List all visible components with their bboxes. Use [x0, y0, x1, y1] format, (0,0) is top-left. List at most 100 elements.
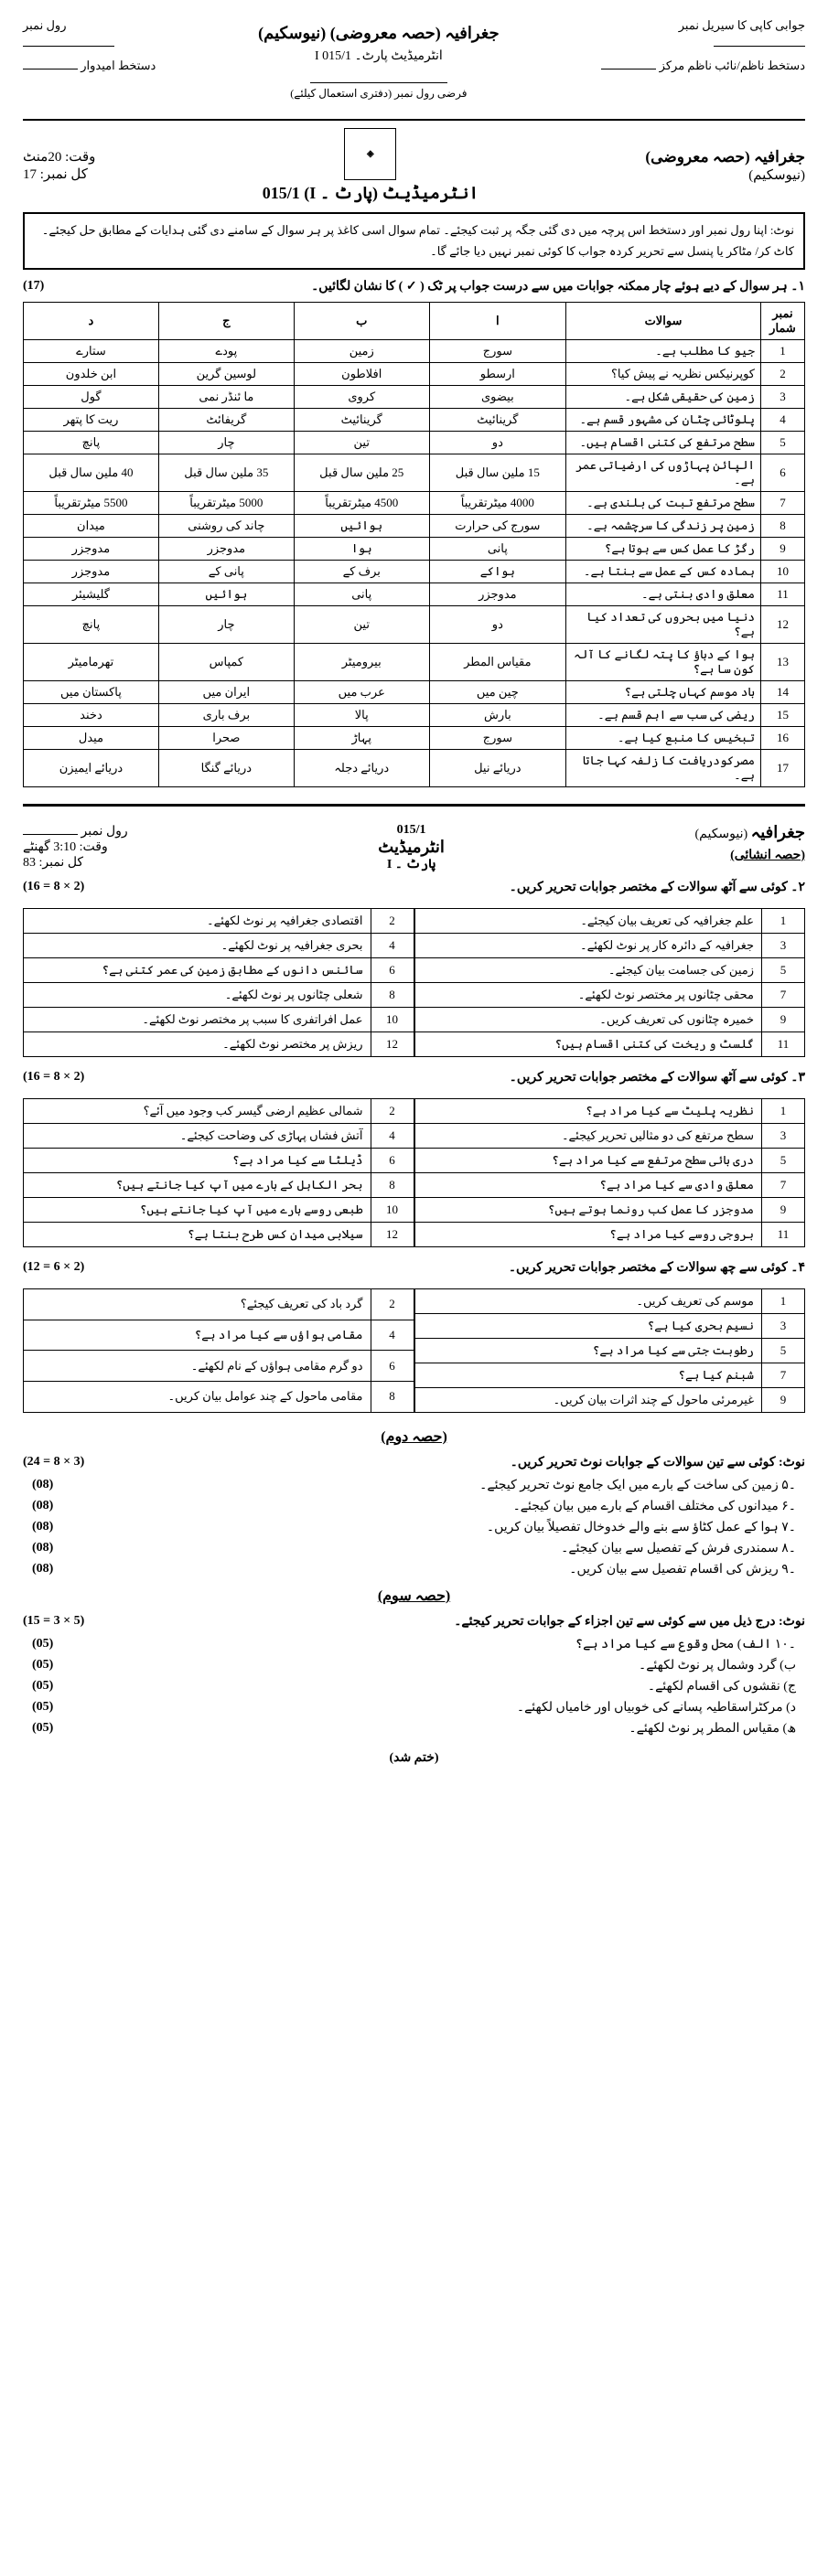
mcq-cell: مدوجزر — [429, 583, 565, 605]
lq-text: ھ) مقیاس المطر پر نوٹ لکھئے۔ — [629, 1721, 796, 1737]
q1-text: ۱۔ ہر سوال کے دیے ہوئے چار ممکنہ جوابات … — [311, 279, 805, 294]
qnum: 9 — [762, 1007, 805, 1031]
mcq-cell: گریفائٹ — [158, 408, 294, 431]
qtext: جغرافیہ کے دائرہ کار پر نوٹ لکھئے۔ — [414, 933, 762, 957]
mcq-cell: گول — [24, 385, 159, 408]
qtext: بحر الکاہل کے بارے میں آپ کیا جانتے ہیں؟ — [24, 1172, 371, 1197]
mcq-cell: لوسین گرین — [158, 362, 294, 385]
mcq-cell: دریائے ایمیزن — [24, 749, 159, 786]
qtext: آتش فشاں پہاڑی کی وضاحت کیجئے۔ — [24, 1123, 371, 1148]
mcq-cell: 12 — [761, 605, 805, 643]
mcq-cell: 14 — [761, 680, 805, 703]
mcq-cell: ریت کا پتھر — [24, 408, 159, 431]
mcq-cell: معلق وادی بنتی ہے۔ — [566, 583, 761, 605]
qtext: معلق وادی سے کیا مراد ہے؟ — [414, 1172, 762, 1197]
lq-marks: (08) — [32, 1499, 53, 1514]
mcq-cell: دریائے نیل — [429, 749, 565, 786]
qtext: محقی چٹانوں پر مختصر نوٹ لکھئے۔ — [414, 982, 762, 1007]
qnum: 8 — [371, 982, 414, 1007]
qtext: عمل افراتفری کا سبب پر مختصر نوٹ لکھئے۔ — [24, 1007, 371, 1031]
qnum: 5 — [762, 957, 805, 982]
mcq-cell: ہوائیں — [158, 583, 294, 605]
lq-marks: (05) — [32, 1700, 53, 1716]
lq-text: ۔۱۰ الف) محل وقوع سے کیا مراد ہے؟ — [575, 1637, 796, 1652]
qtext: مقامی ماحول کے چند عوامل بیان کریں۔ — [24, 1382, 371, 1413]
lq-marks: (05) — [32, 1721, 53, 1737]
qnum: 7 — [762, 982, 805, 1007]
qtext: سائنس دانوں کے مطابق زمین کی عمر کتنی ہے… — [24, 957, 371, 982]
qtext: نسیم بحری کیا ہے؟ — [414, 1313, 762, 1338]
mcq-cell: پانی کے — [158, 560, 294, 583]
qtext: اقتصادی جغرافیہ پر نوٹ لکھئے۔ — [24, 908, 371, 933]
mcq-cell: پانچ — [24, 605, 159, 643]
mcq-cell: 3 — [761, 385, 805, 408]
lq-text: ۔۹ ریزش کی اقسام تفصیل سے بیان کریں۔ — [569, 1562, 796, 1577]
qtext: ڈیلٹا سے کیا مراد ہے؟ — [24, 1148, 371, 1172]
mcq-cell: 25 ملین سال قبل — [294, 454, 429, 491]
qnum: 12 — [371, 1222, 414, 1246]
part3-title: (حصہ سوم) — [23, 1587, 805, 1605]
qtext: گلسٹ و ریخت کی کتنی اقسام ہیں؟ — [414, 1031, 762, 1056]
q4m: (12 = 6 × 2) — [23, 1260, 84, 1276]
lq-text: ب) گرد وشمال پر نوٹ لکھئے۔ — [639, 1658, 796, 1673]
mcq-cell: ما ئنڈر نمی — [158, 385, 294, 408]
mcq-cell: سطح مرتفع تبت کی بلندی ہے۔ — [566, 491, 761, 514]
mcq-cell: برف کے — [294, 560, 429, 583]
mcq-cell: 9 — [761, 537, 805, 560]
mcq-cell: تین — [294, 605, 429, 643]
mcq-cell: 35 ملین سال قبل — [158, 454, 294, 491]
mcq-cell: 5 — [761, 431, 805, 454]
mcq-cell: ابن خلدون — [24, 362, 159, 385]
qtext: سیلابی میدان کس طرح بنتا ہے؟ — [24, 1222, 371, 1246]
part2-title: (حصہ دوم) — [23, 1427, 805, 1446]
n2: نوٹ: درج ذیل میں سے کوئی سے تین اجزاء کے… — [454, 1614, 805, 1630]
mcq-cell: ہوا کے دباؤ کا پتہ لگانے کا آلہ کون سا ہ… — [566, 643, 761, 680]
qtext: زمین کی جسامت بیان کیجئے۔ — [414, 957, 762, 982]
mcq-cell: مصرکودریافت کا زلفہ کہا جاتا ہے۔ — [566, 749, 761, 786]
mcq-cell: ایران میں — [158, 680, 294, 703]
mcq-cell: الپائن پہاڑوں کی ارضیاتی عمر ہے۔ — [566, 454, 761, 491]
n1: نوٹ: کوئی سے تین سوالات کے جوابات نوٹ تح… — [511, 1455, 805, 1470]
qnum: 9 — [762, 1197, 805, 1222]
mcq-cell: چار — [158, 605, 294, 643]
mcq-cell: بارش — [429, 703, 565, 726]
qtext: مدوجزر کا عمل کب رونما ہوتے ہیں؟ — [414, 1197, 762, 1222]
hdr-left: رول نمبر دستخط امیدوار — [23, 18, 156, 101]
qnum: 7 — [762, 1363, 805, 1387]
mcq-cell: 5000 میٹرتقریباً — [158, 491, 294, 514]
mcq-cell: رگڑ کا عمل کس سے ہوتا ہے؟ — [566, 537, 761, 560]
qnum: 3 — [762, 1123, 805, 1148]
mcq-cell: تبخیس کا منبع کیا ہے۔ — [566, 726, 761, 749]
mcq-cell: چاند کی روشنی — [158, 514, 294, 537]
mcq-cell: پانچ — [24, 431, 159, 454]
mcq-cell: گرینائیٹ — [429, 408, 565, 431]
mcq-cell: 4 — [761, 408, 805, 431]
mcq-cell: ہوا — [294, 537, 429, 560]
n2m: (15 = 3 × 5) — [23, 1614, 84, 1630]
mcq-cell: سورج — [429, 339, 565, 362]
mcq-cell: دریائے دجلہ — [294, 749, 429, 786]
mcq-cell: زمین پر زندگی کا سرچشمہ ہے۔ — [566, 514, 761, 537]
mcq-cell: گرینائیٹ — [294, 408, 429, 431]
q2m: (16 = 8 × 2) — [23, 880, 84, 895]
qnum: 2 — [371, 1288, 414, 1320]
mcq-cell: سورج کی حرارت — [429, 514, 565, 537]
qnum: 10 — [371, 1197, 414, 1222]
qtext: گرد باد کی تعریف کیجئے؟ — [24, 1288, 371, 1320]
qnum: 10 — [371, 1007, 414, 1031]
mcq-cell: ستارے — [24, 339, 159, 362]
qnum: 2 — [371, 1098, 414, 1123]
mcq-cell: چار — [158, 431, 294, 454]
mcq-cell: سطح مرتفع کی کتنی اقسام ہیں۔ — [566, 431, 761, 454]
mcq-cell: میدان — [24, 514, 159, 537]
mcq-cell: باد موسم کہاں چلتی ہے؟ — [566, 680, 761, 703]
qnum: 5 — [762, 1148, 805, 1172]
mcq-cell: دریائے گنگا — [158, 749, 294, 786]
mcq-cell: ارسطو — [429, 362, 565, 385]
qtext: سطح مرتفع کی دو مثالیں تحریر کیجئے۔ — [414, 1123, 762, 1148]
lq-marks: (08) — [32, 1562, 53, 1577]
qnum: 6 — [371, 1351, 414, 1382]
lq-text: د) مرکٹراسقاطیہ پسانے کی خوبیاں اور خامی… — [517, 1700, 796, 1716]
qtext: ریزش پر مختصر نوٹ لکھئے۔ — [24, 1031, 371, 1056]
qtext: نظریہ پلیٹ سے کیا مراد ہے؟ — [414, 1098, 762, 1123]
